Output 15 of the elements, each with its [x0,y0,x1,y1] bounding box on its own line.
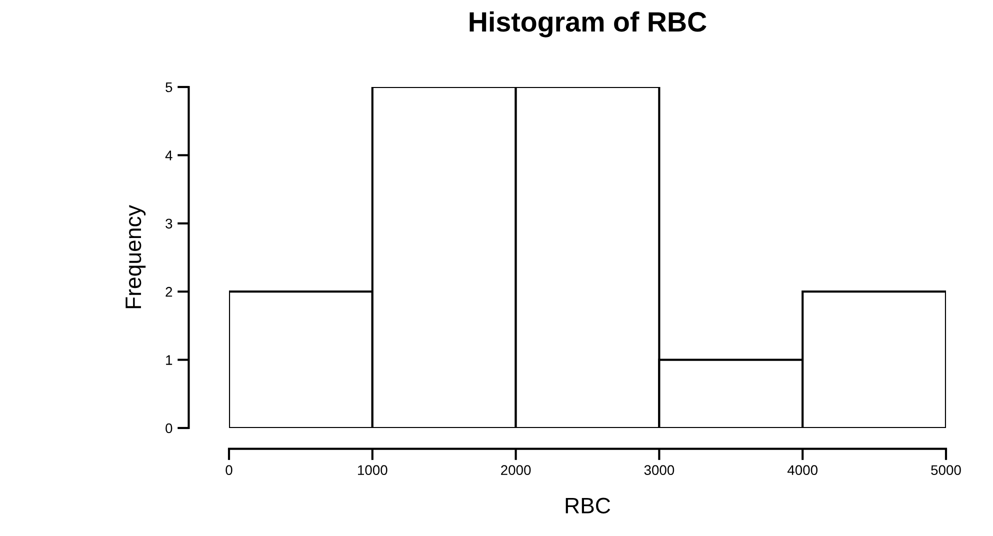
x-tick-label: 2000 [501,465,531,476]
x-tick-label: 4000 [787,465,818,476]
y-tick-label: 1 [166,355,172,365]
x-tick-label: 0 [226,465,232,476]
chart-title: Histogram of RBC [470,11,706,38]
x-tick-label: 3000 [644,465,674,476]
y-tick-label: 3 [166,218,172,229]
x-axis-title: RBC [566,498,610,514]
y-tick-label: 5 [166,82,172,92]
x-tick-label: 5000 [931,465,961,476]
y-axis-title: Frequency [126,205,146,308]
y-tick-label: 2 [166,286,172,297]
y-tick-label: 4 [165,150,172,160]
y-tick-label: 0 [166,423,172,434]
x-tick-label: 1000 [358,465,388,476]
